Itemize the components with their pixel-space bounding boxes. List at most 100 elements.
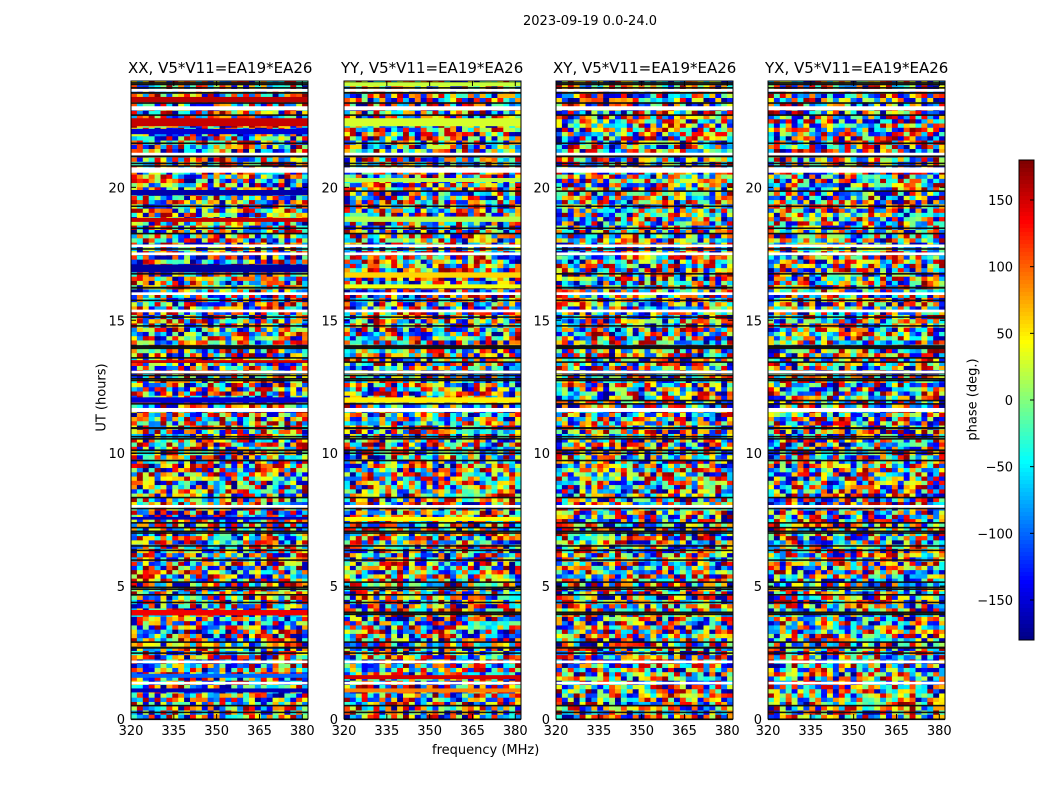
flagged-row — [344, 252, 521, 256]
x-tick-label: 380 — [290, 724, 315, 739]
x-tick-label: 380 — [503, 724, 528, 739]
flagged-row — [131, 505, 308, 508]
colorbar-tick-label: −150 — [977, 594, 1013, 609]
panel-2: 320 335 350 365 380 0 5 10 15 20 — [533, 80, 740, 739]
colorbar-tick-label: 100 — [988, 261, 1013, 276]
colorbar-tick-label: −100 — [977, 527, 1013, 542]
flagged-row — [556, 370, 733, 374]
coherent-band — [131, 610, 308, 616]
flagged-row — [344, 244, 521, 248]
x-tick-label: 365 — [884, 724, 909, 739]
y-tick-label: 0 — [542, 713, 550, 728]
coherent-band — [131, 264, 308, 273]
x-tick-label: 380 — [715, 724, 740, 739]
flagged-row — [344, 407, 521, 412]
flagged-row — [768, 244, 945, 248]
flagged-row — [131, 244, 308, 248]
coherent-band — [131, 217, 308, 222]
y-tick-label: 0 — [330, 713, 338, 728]
colorbar-tick-label: 50 — [996, 327, 1013, 342]
y-tick-label: 5 — [330, 580, 338, 595]
y-tick-label: 20 — [533, 181, 550, 196]
panel-frame — [343, 80, 522, 720]
flagged-row — [344, 167, 521, 173]
flagged-row — [556, 309, 733, 313]
flagged-row — [131, 309, 308, 313]
y-tick-label: 5 — [117, 580, 125, 595]
y-axis-label: UT (hours) — [94, 363, 110, 432]
y-tick-label: 15 — [533, 314, 550, 329]
coherent-band — [344, 397, 521, 403]
flagged-row — [768, 505, 945, 508]
panel-frame — [767, 80, 946, 720]
flagged-row — [131, 252, 308, 256]
coherent-band — [344, 216, 521, 222]
flagged-row — [344, 309, 521, 313]
coherent-band — [344, 284, 521, 289]
dark-stripes — [131, 82, 308, 721]
flagged-row — [344, 660, 521, 664]
flagged-row — [131, 407, 308, 412]
x-tick-label: 365 — [460, 724, 485, 739]
x-tick-label: 365 — [672, 724, 697, 739]
panel-frame — [130, 80, 309, 720]
y-tick-label: 0 — [754, 713, 762, 728]
coherent-band — [344, 688, 521, 693]
x-tick-label: 350 — [629, 724, 654, 739]
panel-title-yy: YY, V5*V11=EA19*EA26 — [341, 59, 524, 77]
coherent-band — [344, 516, 521, 521]
coherent-band — [131, 360, 308, 363]
colorbar-gradient — [1019, 160, 1034, 641]
flagged-row — [131, 167, 308, 173]
x-tick-label: 335 — [798, 724, 823, 739]
panel-title-yx: YX, V5*V11=EA19*EA26 — [765, 59, 949, 77]
x-tick-label: 350 — [841, 724, 866, 739]
flagged-row — [556, 292, 733, 295]
flagged-row — [556, 167, 733, 173]
x-tick-label: 335 — [161, 724, 186, 739]
flagged-row — [344, 152, 521, 156]
coherent-band — [131, 96, 308, 103]
y-tick-label: 0 — [117, 713, 125, 728]
flagged-row — [344, 505, 521, 508]
y-tick-label: 5 — [754, 580, 762, 595]
flagged-row — [556, 106, 733, 111]
flagged-row — [344, 88, 521, 92]
figure-suptitle: 2023-09-19 0.0-24.0 — [523, 14, 657, 29]
colorbar-tick-label: 0 — [1005, 394, 1013, 409]
flagged-row — [556, 252, 733, 256]
flagged-row — [131, 88, 308, 92]
y-tick-label: 20 — [745, 181, 762, 196]
flagged-row — [131, 370, 308, 374]
coherent-band — [131, 688, 308, 693]
panel-title-xy: XY, V5*V11=EA19*EA26 — [553, 59, 737, 77]
colorbar-tick-label: −50 — [986, 461, 1013, 476]
flagged-row — [131, 152, 308, 156]
flagged-row — [556, 244, 733, 248]
colorbar-label: phase (deg.) — [965, 358, 981, 441]
y-tick-label: 15 — [745, 314, 762, 329]
flagged-row — [768, 370, 945, 374]
flagged-row — [556, 505, 733, 508]
coherent-band — [131, 673, 308, 678]
coherent-band — [344, 178, 521, 183]
flagged-row — [131, 292, 308, 295]
flagged-row — [556, 407, 733, 412]
coherent-band — [344, 272, 521, 278]
y-tick-label: 10 — [321, 447, 338, 462]
y-tick-label: 10 — [108, 447, 125, 462]
x-tick-label: 365 — [247, 724, 272, 739]
x-tick-label: 350 — [204, 724, 229, 739]
x-tick-label: 335 — [374, 724, 399, 739]
flagged-row — [768, 88, 945, 92]
flagged-row — [556, 660, 733, 664]
coherent-band — [131, 516, 308, 520]
flagged-row — [344, 106, 521, 111]
flagged-row — [556, 681, 733, 685]
panel-1: 320 335 350 365 380 0 5 10 15 20 — [321, 80, 528, 739]
flagged-row — [768, 292, 945, 295]
y-tick-label: 20 — [321, 181, 338, 196]
flagged-row — [768, 252, 945, 256]
colorbar-tick-label: 150 — [988, 194, 1013, 209]
